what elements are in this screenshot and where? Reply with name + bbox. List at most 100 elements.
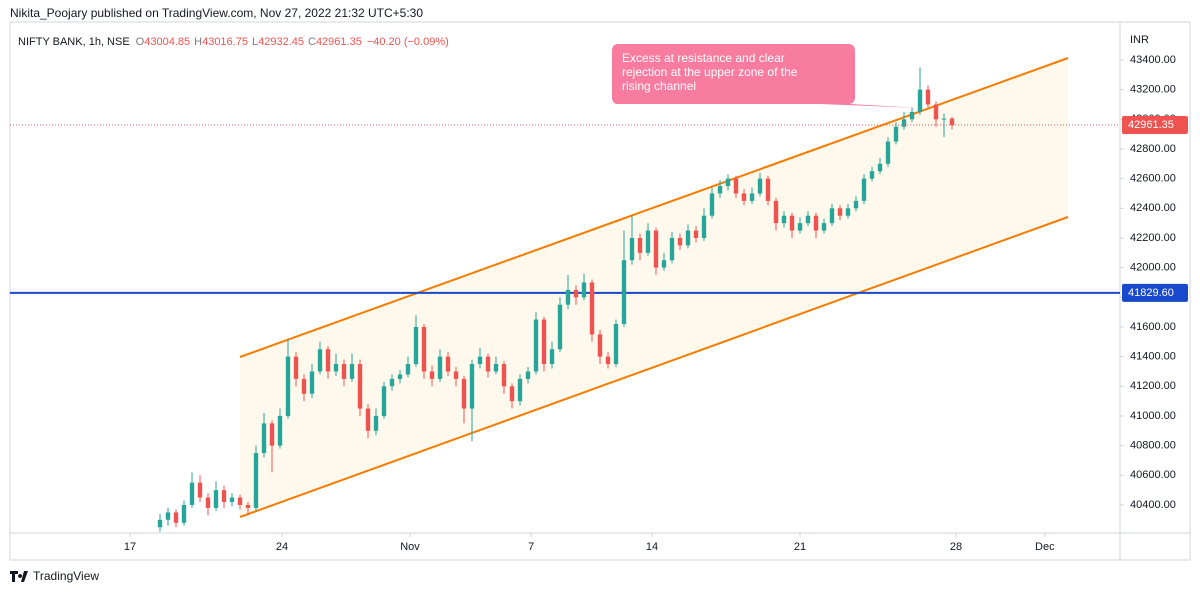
y-tick-label: 43400.00	[1130, 54, 1176, 66]
candle-body	[157, 519, 163, 528]
candle-body	[405, 364, 411, 375]
candle-body	[605, 356, 611, 365]
channel-upper	[239, 57, 1069, 358]
callout	[612, 44, 920, 108]
candle-body	[765, 178, 771, 201]
candle-body	[429, 371, 435, 379]
candle-body	[165, 512, 171, 520]
legend-header: NIFTY BANK, 1h, NSE O43004.85 H43016.75 L42…	[18, 36, 449, 48]
y-tick-label: 41200.00	[1130, 380, 1176, 392]
candle-body	[365, 408, 371, 431]
candle-body	[525, 371, 531, 379]
candle-body	[917, 89, 923, 112]
candle-body	[389, 378, 395, 387]
last-price-label: 42961.35	[1128, 119, 1174, 131]
y-tick-label: 40800.00	[1130, 440, 1176, 452]
candle-body	[509, 386, 515, 402]
footer: TradingView	[33, 569, 99, 583]
candle-body	[173, 512, 179, 523]
candle-body	[573, 289, 579, 298]
x-tick-label: 21	[794, 541, 806, 553]
currency: INR	[1130, 34, 1149, 46]
candle-body	[781, 215, 787, 224]
candle-body	[693, 230, 699, 238]
candle-body	[565, 289, 571, 305]
x-tick-label: 28	[950, 541, 962, 553]
candle-body	[629, 237, 635, 261]
candle-body	[437, 356, 443, 379]
candle-body	[933, 104, 939, 120]
candle-body	[925, 89, 931, 105]
candle-body	[893, 126, 899, 142]
candle-body	[293, 356, 299, 379]
candle-body	[309, 371, 315, 394]
candle-body	[189, 482, 195, 505]
candle-body	[533, 319, 539, 372]
channel-lower	[239, 216, 1069, 518]
x-tick-label: 14	[646, 541, 658, 553]
candle-body	[493, 364, 499, 372]
candle-body	[845, 208, 851, 216]
candle-body	[949, 118, 955, 126]
candle-body	[421, 326, 427, 372]
candle-body	[253, 453, 259, 508]
published-line: Nikita_Poojary published on TradingView.…	[10, 6, 423, 20]
candle-body	[653, 230, 659, 268]
candle-body	[205, 497, 211, 508]
candle-body	[317, 349, 323, 372]
candle-body	[853, 200, 859, 209]
callout-text: rejection at the upper zone of the	[622, 65, 798, 79]
x-tick-label: Nov	[400, 541, 420, 553]
candle-body	[373, 415, 379, 431]
candle-body	[221, 490, 227, 502]
candle-body	[597, 334, 603, 357]
candle-body	[269, 423, 275, 446]
y-tick-label: 40600.00	[1130, 469, 1176, 481]
candle-body	[589, 282, 595, 335]
candle-body	[469, 364, 475, 409]
candle-body	[517, 378, 523, 402]
y-tick-label: 42600.00	[1130, 173, 1176, 185]
callout-box	[612, 44, 920, 108]
candle-body	[773, 200, 779, 224]
y-tick-label: 42400.00	[1130, 202, 1176, 214]
candle-body	[637, 237, 643, 253]
change: −40.20 (−0.09%)	[367, 36, 449, 48]
x-tick-label: Dec	[1035, 541, 1055, 553]
hline-tag	[1122, 283, 1188, 302]
candle-body	[909, 111, 915, 120]
candle-body	[869, 171, 875, 179]
candle-body	[285, 356, 291, 416]
candle-body	[677, 237, 683, 246]
candle-body	[757, 178, 763, 194]
candle-body	[821, 223, 827, 231]
ohlc-value: 42932.45	[258, 36, 304, 48]
candle-body	[813, 215, 819, 231]
candle-body	[941, 118, 947, 120]
ohlc-value: 43004.85	[144, 36, 190, 48]
callout-text: rising channel	[622, 79, 696, 93]
ohlc-value: 42961.35	[316, 36, 362, 48]
candle-body	[797, 223, 803, 231]
candle-body	[717, 186, 723, 194]
candle-body	[805, 215, 811, 224]
candle-body	[669, 237, 675, 261]
x-tick-label: 7	[528, 541, 534, 553]
candle-body	[477, 356, 483, 365]
candle-body	[685, 230, 691, 246]
y-tick-label: 40400.00	[1130, 499, 1176, 511]
candle-body	[581, 282, 587, 298]
candle-body	[709, 193, 715, 216]
candle-body	[333, 364, 339, 372]
ohlc-value: 43016.75	[202, 36, 248, 48]
hline-label: 41829.60	[1128, 287, 1174, 299]
candle-body	[613, 324, 619, 365]
candle-body	[245, 504, 251, 508]
candle-body	[877, 163, 883, 172]
x-tick-label: 24	[276, 541, 288, 553]
last-price-tag	[1122, 116, 1188, 135]
candle-body	[541, 319, 547, 365]
candle-body	[557, 304, 563, 350]
